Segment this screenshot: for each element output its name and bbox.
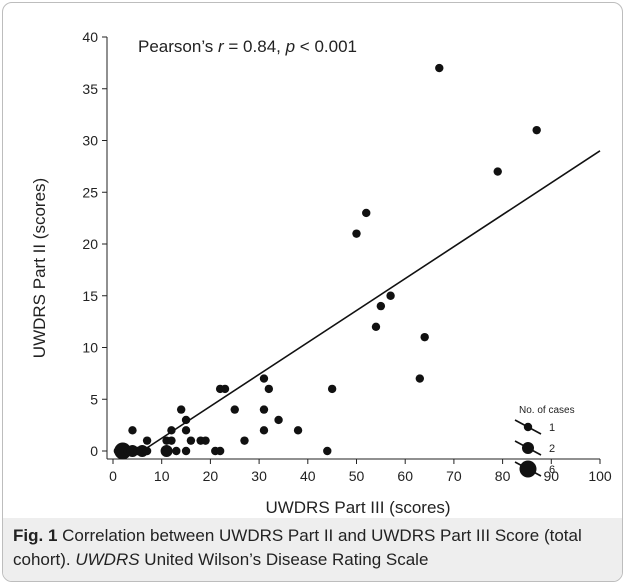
- data-point: [259, 374, 269, 383]
- pearson-annotation: Pearson’s r = 0.84, p < 0.001: [138, 37, 357, 56]
- y-tick-label: 40: [82, 29, 98, 45]
- y-tick-label: 20: [82, 236, 98, 252]
- y-tick-label: 0: [90, 443, 98, 459]
- y-axis-label: UWDRS Part II (scores): [30, 178, 49, 358]
- x-tick-label: 10: [154, 468, 170, 484]
- x-tick-label: 80: [495, 468, 511, 484]
- x-tick-label: 50: [349, 468, 365, 484]
- y-tick-label: 5: [90, 391, 98, 407]
- x-tick-label: 100: [588, 468, 612, 484]
- x-tick-label: 90: [544, 468, 560, 484]
- size-legend: No. of cases 1 2 6: [514, 405, 575, 478]
- data-point: [181, 415, 191, 425]
- y-tick-label: 35: [82, 81, 98, 97]
- data-point: [415, 374, 425, 383]
- x-ticks: 0 10 20 30 40 50 60 70 80 90 100: [109, 459, 612, 484]
- data-point: [493, 167, 502, 176]
- data-point: [142, 446, 152, 456]
- y-ticks: 0 5 10 15 20 25 30 35 40: [82, 29, 107, 459]
- legend-label: 1: [549, 422, 555, 434]
- data-point: [181, 446, 191, 456]
- scatter-chart: 0 10 20 30 40 50 60 70 80 90 100 0510152025303540 …: [30, 29, 612, 517]
- x-tick-label: 20: [203, 468, 219, 484]
- y-tick-label: 25: [82, 184, 98, 200]
- x-tick-label: 0: [109, 468, 117, 484]
- legend-label: 6: [549, 464, 555, 476]
- regression-line-group: [141, 150, 601, 452]
- x-tick-label: 40: [300, 468, 316, 484]
- data-point: [274, 415, 283, 425]
- caption-abbreviation: UWDRS: [75, 550, 140, 569]
- data-point: [371, 322, 381, 331]
- data-point: [240, 436, 249, 445]
- legend-entries: 1 2 6: [514, 419, 555, 478]
- data-point: [323, 446, 332, 456]
- data-point: [128, 426, 137, 435]
- data-point: [264, 384, 274, 394]
- legend-marker: [522, 442, 534, 454]
- x-tick-label: 60: [397, 468, 413, 484]
- figure-caption: Fig. 1 Correlation between UWDRS Part II…: [3, 518, 622, 581]
- data-point: [181, 426, 191, 435]
- data-point: [186, 436, 196, 445]
- data-point: [160, 445, 173, 457]
- y-tick-label: 10: [82, 340, 98, 356]
- caption-definition: United Wilson’s Disease Rating Scale: [139, 550, 429, 569]
- figure-label: Fig. 1: [13, 526, 58, 545]
- data-point: [215, 446, 225, 456]
- data-point: [327, 384, 337, 394]
- caption-text: Correlation between UWDRS Part II and UW…: [13, 526, 582, 569]
- axes: 0 10 20 30 40 50 60 70 80 90 100 0 5 10 15 20 25 30 35 40: [82, 29, 611, 484]
- x-tick-label: 70: [446, 468, 462, 484]
- data-point: [293, 426, 303, 435]
- data-point: [114, 442, 132, 460]
- size-legend-title: No. of cases: [519, 405, 575, 416]
- data-point: [230, 405, 239, 414]
- data-point: [172, 446, 181, 456]
- x-tick-label: 30: [251, 468, 267, 484]
- data-point: [362, 208, 371, 218]
- data-point: [176, 405, 186, 414]
- data-point: [435, 63, 444, 73]
- data-point: [142, 436, 152, 445]
- x-axis-label: UWDRS Part III (scores): [265, 498, 450, 517]
- data-point: [167, 436, 176, 445]
- data-point: [167, 426, 176, 435]
- legend-marker: [523, 422, 533, 432]
- y-tick-label: 30: [82, 133, 98, 149]
- data-point: [259, 426, 269, 435]
- data-point: [352, 229, 361, 238]
- regression-line: [141, 150, 601, 452]
- data-point: [386, 291, 395, 300]
- data-points: [113, 63, 541, 460]
- data-point: [532, 125, 541, 135]
- y-tick-label: 15: [82, 288, 98, 304]
- data-point: [376, 301, 386, 311]
- legend-marker: [519, 460, 537, 478]
- data-point: [259, 405, 269, 414]
- legend-label: 2: [549, 443, 555, 455]
- data-point: [201, 436, 210, 445]
- data-point: [420, 332, 429, 342]
- data-point: [220, 384, 230, 394]
